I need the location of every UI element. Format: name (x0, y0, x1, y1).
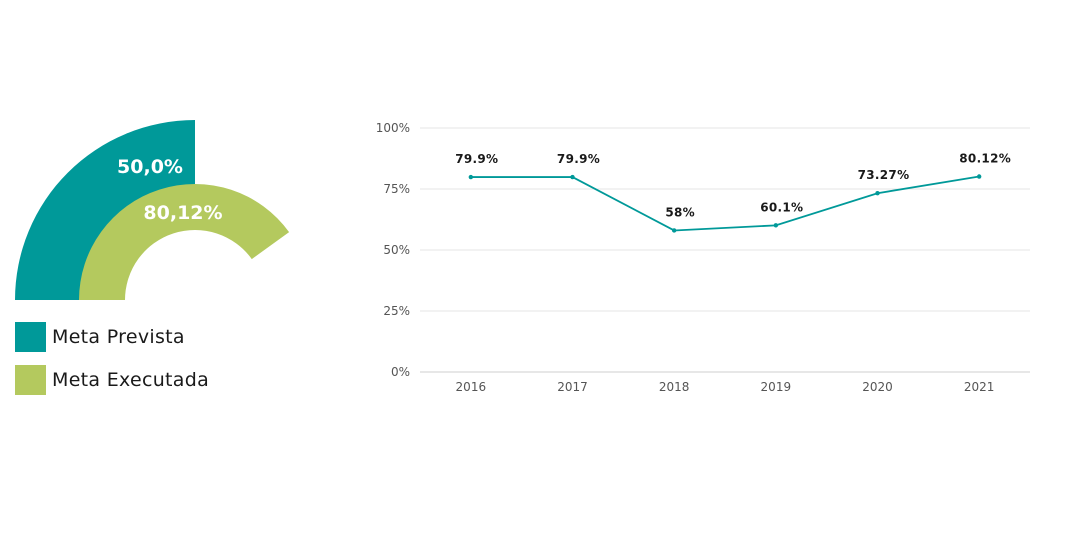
data-point (671, 228, 677, 233)
gauge-arc-previsto (15, 120, 195, 300)
y-tick-label: 25% (383, 304, 410, 318)
y-tick-label: 0% (391, 365, 410, 379)
data-point (976, 174, 982, 179)
legend-label-previsto: Meta Prevista (52, 326, 185, 348)
x-tick-label: 2021 (964, 380, 995, 394)
legend: Meta Prevista Meta Executada (15, 322, 209, 408)
gauge-chart: 50,0% 80,12% (15, 120, 290, 300)
gauge-value-label: 80,12% (143, 202, 222, 224)
data-point (875, 191, 880, 196)
x-tick-label: 2019 (761, 380, 792, 394)
x-tick-label: 2017 (557, 380, 588, 394)
legend-swatch-previsto (15, 322, 46, 352)
gauge-arc-executado (79, 184, 290, 300)
legend-label-executado: Meta Executada (52, 369, 210, 391)
legend-item-previsto: Meta Prevista (15, 322, 209, 352)
data-label: 73.27% (858, 168, 910, 182)
data-point (468, 174, 474, 180)
data-point (570, 174, 575, 180)
x-tick-label: 2016 (456, 380, 487, 394)
data-point (773, 223, 779, 228)
legend-swatch-executado (15, 365, 46, 395)
series-line (470, 175, 980, 232)
data-label: 58% (665, 205, 695, 219)
data-label: 60.1% (760, 200, 803, 214)
y-tick-label: 50% (383, 243, 410, 257)
x-tick-label: 2018 (659, 380, 690, 394)
y-tick-label: 100% (376, 121, 410, 135)
data-label: 79.9% (557, 152, 600, 166)
data-label: 80.12% (959, 152, 1011, 166)
legend-item-executado: Meta Executada (15, 365, 209, 395)
y-tick-label: 75% (383, 182, 410, 196)
data-label: 79.9% (455, 152, 498, 166)
gauge-value-label: 50,0% (117, 156, 183, 178)
x-tick-label: 2020 (862, 380, 893, 394)
